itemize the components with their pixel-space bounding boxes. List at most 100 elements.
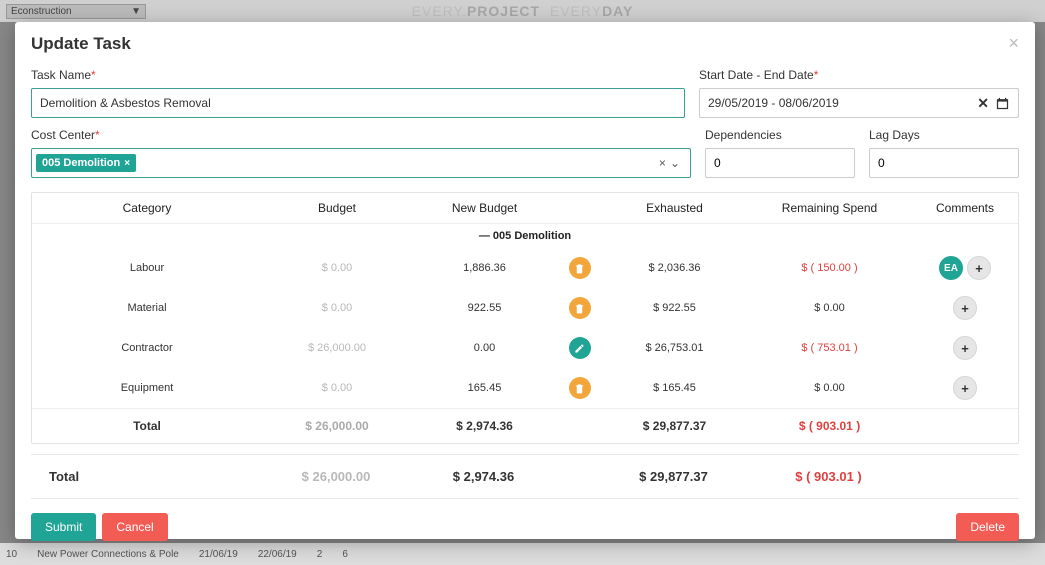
subtotal-remaining: $ ( 903.01 ): [747, 419, 912, 433]
trash-icon[interactable]: [569, 377, 591, 399]
task-name-field: Task Name*: [31, 68, 685, 118]
cell-category: Contractor: [32, 342, 262, 354]
add-comment-button[interactable]: +: [953, 296, 977, 320]
cell-new-budget: 1,886.36: [412, 262, 557, 274]
trash-icon[interactable]: [569, 297, 591, 319]
cell-category: Equipment: [32, 382, 262, 394]
task-name-label: Task Name*: [31, 68, 685, 82]
remove-tag-icon[interactable]: ×: [124, 158, 130, 169]
grand-exhausted: $ 29,877.37: [601, 469, 746, 484]
subtotal-budget: $ 26,000.00: [262, 419, 412, 433]
cost-center-field: Cost Center* 005 Demolition × × ⌄: [31, 128, 691, 178]
dates-label: Start Date - End Date*: [699, 68, 1019, 82]
trash-icon[interactable]: [569, 257, 591, 279]
cell-remaining: $ 0.00: [747, 302, 912, 314]
col-exhausted: Exhausted: [602, 201, 747, 215]
subtotal-label: Total: [32, 419, 262, 433]
bg-bottom-row: 10 New Power Connections & Pole 21/06/19…: [0, 543, 1045, 565]
brand-text: EVERY.PROJECT EVERYDAY: [412, 3, 634, 19]
subtotal-exhausted: $ 29,877.37: [602, 419, 747, 433]
cell-remaining: $ ( 150.00 ): [747, 262, 912, 274]
bg-project-select-value: Econstruction: [11, 6, 72, 17]
grand-total-row: Total $ 26,000.00 $ 2,974.36 $ 29,877.37…: [31, 454, 1019, 499]
table-row: Contractor$ 26,000.000.00 $ 26,753.01$ ( …: [32, 328, 1018, 368]
dependencies-label: Dependencies: [705, 128, 855, 142]
cell-budget: $ 0.00: [262, 262, 412, 274]
lag-days-field: Lag Days: [869, 128, 1019, 178]
bg-row-d1: 21/06/19: [199, 549, 238, 560]
chevron-down-icon: ▼: [131, 6, 141, 17]
cell-new-budget: 0.00: [412, 342, 557, 354]
bg-row-name: New Power Connections & Pole: [37, 549, 179, 560]
cost-center-input[interactable]: 005 Demolition × × ⌄: [31, 148, 691, 178]
modal-header: Update Task ×: [31, 34, 1019, 54]
cell-budget: $ 0.00: [262, 302, 412, 314]
cell-exhausted: $ 26,753.01: [602, 342, 747, 354]
add-comment-button[interactable]: +: [967, 256, 991, 280]
bg-row-v2: 6: [342, 549, 348, 560]
form-row-2: Cost Center* 005 Demolition × × ⌄ Depend…: [31, 128, 1019, 178]
cell-remaining: $ ( 753.01 ): [747, 342, 912, 354]
col-remaining: Remaining Spend: [747, 201, 912, 215]
group-label: 005 Demolition: [493, 230, 571, 242]
chevron-down-icon[interactable]: ⌄: [670, 156, 680, 170]
clear-date-icon[interactable]: ✕: [977, 95, 989, 112]
cell-category: Material: [32, 302, 262, 314]
add-comment-button[interactable]: +: [953, 376, 977, 400]
cell-budget: $ 26,000.00: [262, 342, 412, 354]
cell-new-budget: 922.55: [412, 302, 557, 314]
cell-category: Labour: [32, 262, 262, 274]
modal-title: Update Task: [31, 34, 131, 54]
cell-exhausted: $ 922.55: [602, 302, 747, 314]
bg-row-d2: 22/06/19: [258, 549, 297, 560]
delete-button[interactable]: Delete: [956, 513, 1019, 541]
table-row: Equipment$ 0.00165.45$ 165.45$ 0.00+: [32, 368, 1018, 408]
col-category: Category: [32, 201, 262, 215]
dates-value: 29/05/2019 - 08/06/2019: [708, 96, 839, 110]
grand-budget: $ 26,000.00: [261, 469, 411, 484]
update-task-modal: Update Task × Task Name* Start Date - En…: [15, 22, 1035, 539]
dependencies-field: Dependencies: [705, 128, 855, 178]
col-action: [557, 201, 602, 215]
group-row[interactable]: — 005 Demolition: [32, 223, 1018, 248]
calendar-icon[interactable]: [995, 96, 1010, 111]
edit-icon[interactable]: [569, 337, 591, 359]
form-row-1: Task Name* Start Date - End Date* 29/05/…: [31, 68, 1019, 118]
grand-label: Total: [31, 469, 261, 484]
submit-button[interactable]: Submit: [31, 513, 96, 541]
cell-new-budget: 165.45: [412, 382, 557, 394]
cost-center-tag: 005 Demolition ×: [36, 154, 136, 172]
collapse-icon[interactable]: —: [479, 230, 490, 242]
dates-field: Start Date - End Date* 29/05/2019 - 08/0…: [699, 68, 1019, 118]
grand-new-budget: $ 2,974.36: [411, 469, 556, 484]
task-name-input[interactable]: [31, 88, 685, 118]
col-new-budget: New Budget: [412, 201, 557, 215]
cost-table: Category Budget New Budget Exhausted Rem…: [31, 192, 1019, 444]
cell-exhausted: $ 165.45: [602, 382, 747, 394]
lag-days-label: Lag Days: [869, 128, 1019, 142]
cost-center-label: Cost Center*: [31, 128, 691, 142]
cancel-button[interactable]: Cancel: [102, 513, 167, 541]
cell-budget: $ 0.00: [262, 382, 412, 394]
table-row: Labour$ 0.001,886.36 $ 2,036.36$ ( 150.00…: [32, 248, 1018, 288]
grand-remaining: $ ( 903.01 ): [746, 469, 911, 484]
bg-row-num: 10: [6, 549, 17, 560]
bg-project-select[interactable]: Econstruction ▼: [6, 4, 146, 19]
add-comment-button[interactable]: +: [953, 336, 977, 360]
close-icon[interactable]: ×: [1008, 34, 1019, 52]
subtotal-row: Total $ 26,000.00 $ 2,974.36 $ 29,877.37…: [32, 409, 1018, 443]
lag-days-input[interactable]: [869, 148, 1019, 178]
bg-row-v1: 2: [317, 549, 323, 560]
bg-header: Econstruction ▼ EVERY.PROJECT EVERYDAY: [0, 0, 1045, 22]
cost-center-tag-label: 005 Demolition: [42, 157, 120, 169]
cell-exhausted: $ 2,036.36: [602, 262, 747, 274]
clear-tags-icon[interactable]: ×: [659, 156, 666, 170]
cell-remaining: $ 0.00: [747, 382, 912, 394]
col-comments: Comments: [912, 201, 1018, 215]
dependencies-input[interactable]: [705, 148, 855, 178]
table-row: Material$ 0.00922.55$ 922.55$ 0.00+: [32, 288, 1018, 328]
col-budget: Budget: [262, 201, 412, 215]
table-header: Category Budget New Budget Exhausted Rem…: [32, 193, 1018, 223]
dates-input[interactable]: 29/05/2019 - 08/06/2019 ✕: [699, 88, 1019, 118]
subtotal-new-budget: $ 2,974.36: [412, 419, 557, 433]
